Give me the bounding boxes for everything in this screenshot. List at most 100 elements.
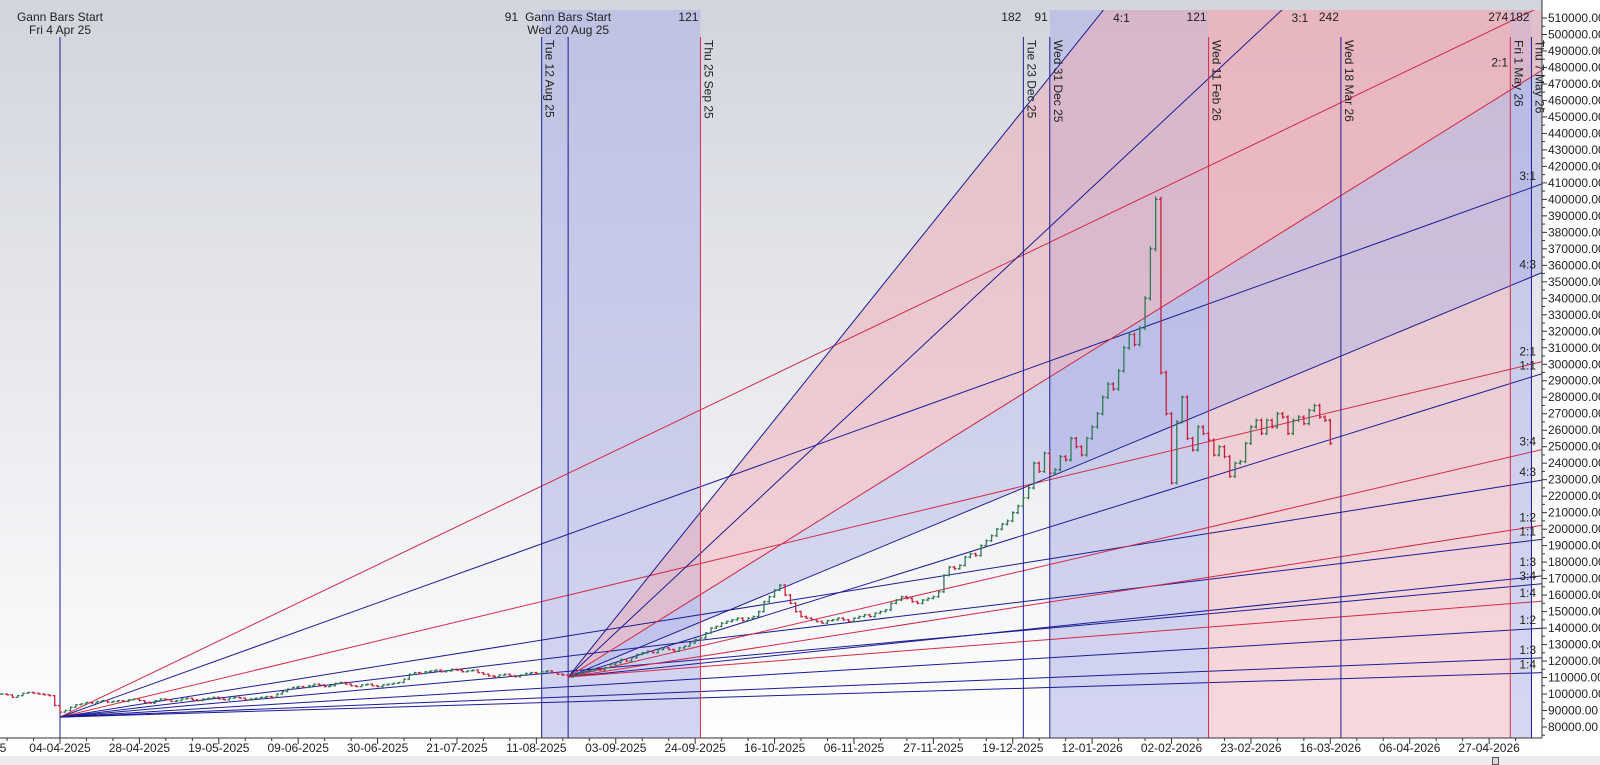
price-bar	[767, 595, 772, 603]
price-tick-label: 150000.00	[1548, 605, 1600, 619]
price-bar	[354, 685, 359, 688]
price-bar	[814, 618, 819, 623]
price-tick-label: 110000.00	[1548, 671, 1600, 685]
price-bar	[608, 663, 613, 669]
price-bar	[1180, 395, 1185, 424]
price-tick-label: 290000.00	[1548, 374, 1600, 388]
price-tick-label: 220000.00	[1548, 489, 1600, 503]
price-bar	[116, 699, 121, 703]
price-bar	[1222, 445, 1227, 459]
price-bar	[857, 615, 862, 620]
marker-date-label: Wed 31 Dec 25	[1051, 40, 1065, 123]
date-axis[interactable]: 5 04-04-2025 28-04-2025 19-05-2025 09-06-202…	[0, 737, 1542, 755]
price-bar	[1068, 436, 1073, 462]
date-tick-label: 06-04-2026	[1379, 741, 1441, 755]
price-bar	[650, 650, 655, 654]
date-tick-label: 27-04-2026	[1458, 741, 1520, 755]
price-bar	[407, 673, 412, 680]
fan-label-right: 3:4	[1519, 569, 1536, 583]
price-bar	[349, 683, 354, 687]
price-bar	[1084, 436, 1089, 457]
price-tick-label: 410000.00	[1548, 176, 1600, 190]
price-bar	[243, 697, 248, 701]
fan-label-right: 1:1	[1519, 524, 1536, 538]
price-tick-label: 240000.00	[1548, 456, 1600, 470]
price-bar	[825, 619, 830, 625]
gann-start-date: Wed 20 Aug 25	[527, 23, 609, 37]
price-bar	[709, 627, 714, 634]
price-axis[interactable]: 510000.00 500000.00 490000.00 480000.00 4700…	[1541, 0, 1600, 738]
price-bar	[1137, 325, 1142, 347]
fan-label-top: 3:1	[1292, 11, 1309, 25]
fan-line-4x1	[59, 10, 1536, 718]
price-bar	[703, 632, 708, 639]
price-tick-label: 260000.00	[1548, 423, 1600, 437]
price-tick-label: 480000.00	[1548, 60, 1600, 74]
fan-label-right: 1:1	[1519, 359, 1536, 373]
price-bar	[1307, 408, 1312, 426]
price-bar	[216, 696, 221, 700]
price-tick-label: 300000.00	[1548, 357, 1600, 371]
price-bar	[1016, 504, 1021, 515]
gann-start-title: Gann Bars Start	[525, 10, 612, 24]
price-bar	[968, 552, 973, 559]
date-tick-label: 19-05-2025	[188, 741, 250, 755]
price-bar	[1233, 461, 1238, 478]
price-bar	[380, 684, 385, 688]
price-bar	[984, 539, 989, 547]
price-bar	[1248, 425, 1253, 446]
price-bar	[873, 612, 878, 618]
marker-date-label: Tue 23 Dec 25	[1024, 40, 1038, 119]
price-bar	[841, 617, 846, 621]
price-bar	[470, 669, 475, 672]
price-bar	[920, 599, 925, 605]
time-markers	[59, 37, 1532, 738]
price-bar	[333, 682, 338, 687]
price-bar	[1053, 468, 1058, 475]
fan-line-1x4	[59, 672, 1542, 718]
price-bar	[597, 668, 602, 671]
price-bar	[476, 669, 481, 674]
price-tick-label: 170000.00	[1548, 572, 1600, 586]
price-bar	[714, 625, 719, 629]
fan-label-right: 2:1	[1491, 55, 1508, 69]
price-bars	[0, 196, 1333, 713]
price-tick-label: 270000.00	[1548, 407, 1600, 421]
fan-line-4x3	[567, 272, 1542, 678]
price-bar	[169, 699, 174, 703]
price-bar	[5, 693, 10, 696]
fan-line-3x1	[567, 10, 1283, 678]
price-bar	[185, 697, 190, 700]
price-bar	[1127, 332, 1132, 350]
price-bar	[788, 594, 793, 605]
price-bar	[200, 698, 205, 702]
price-bar	[1243, 441, 1248, 464]
price-bar	[31, 691, 36, 694]
price-bar	[566, 674, 571, 678]
price-bar	[269, 695, 274, 698]
scrollbar-handle[interactable]	[1492, 757, 1499, 765]
price-bar	[783, 584, 788, 597]
gann-start-title: Gann Bars Start	[17, 10, 104, 24]
price-bar	[232, 696, 237, 699]
price-tick-label: 190000.00	[1548, 539, 1600, 553]
blue-band-may	[1510, 10, 1532, 738]
date-tick-label: 24-09-2025	[664, 741, 726, 755]
price-bar	[1148, 246, 1153, 301]
price-bar	[555, 671, 560, 675]
price-bar	[1169, 411, 1174, 485]
price-tick-label: 120000.00	[1548, 654, 1600, 668]
fan-label-right: 3:1	[1519, 169, 1536, 183]
price-bar	[677, 647, 682, 652]
marker-date-label: Wed 11 Feb 26	[1210, 40, 1224, 121]
price-bar	[359, 684, 364, 688]
price-bar	[158, 698, 163, 702]
price-bar	[1238, 459, 1243, 465]
price-tick-label: 90000.00	[1548, 704, 1598, 718]
price-bar	[132, 698, 137, 701]
price-bar	[412, 671, 417, 675]
horizontal-scrollbar[interactable]	[0, 756, 1600, 765]
price-bar	[1005, 519, 1010, 526]
price-tick-label: 440000.00	[1548, 126, 1600, 140]
